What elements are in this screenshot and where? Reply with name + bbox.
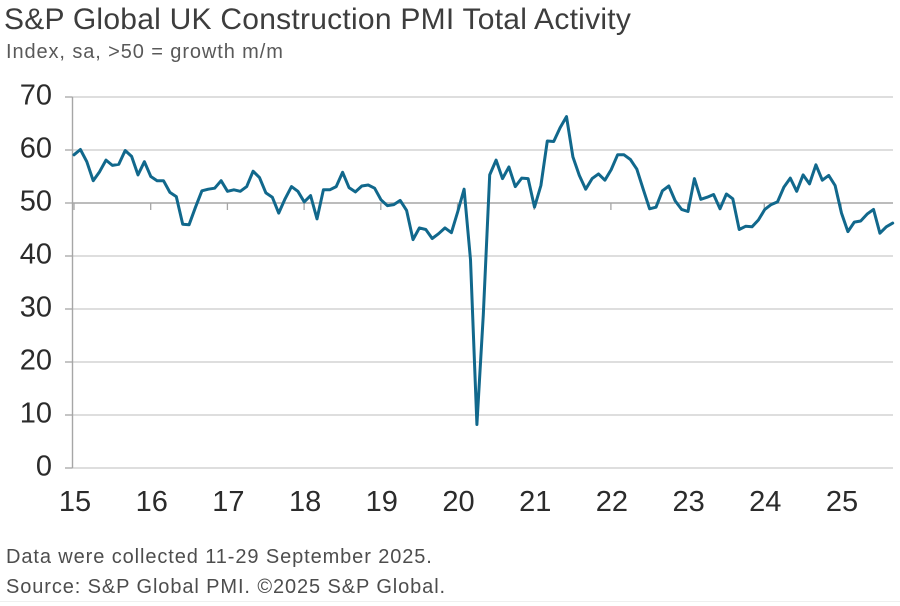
svg-text:0: 0 (36, 451, 52, 483)
svg-text:18: 18 (289, 486, 321, 518)
svg-text:23: 23 (672, 486, 704, 518)
svg-text:16: 16 (136, 486, 168, 518)
svg-text:24: 24 (749, 486, 781, 518)
svg-text:19: 19 (366, 486, 398, 518)
svg-text:10: 10 (20, 398, 52, 430)
svg-text:20: 20 (442, 486, 474, 518)
svg-text:21: 21 (519, 486, 551, 518)
svg-text:40: 40 (20, 239, 52, 271)
svg-text:50: 50 (20, 186, 52, 218)
svg-text:30: 30 (20, 292, 52, 324)
svg-text:20: 20 (20, 345, 52, 377)
svg-text:25: 25 (826, 486, 858, 518)
svg-text:17: 17 (212, 486, 244, 518)
svg-text:70: 70 (20, 80, 52, 112)
svg-text:15: 15 (59, 486, 91, 518)
svg-text:22: 22 (596, 486, 628, 518)
svg-text:60: 60 (20, 133, 52, 165)
